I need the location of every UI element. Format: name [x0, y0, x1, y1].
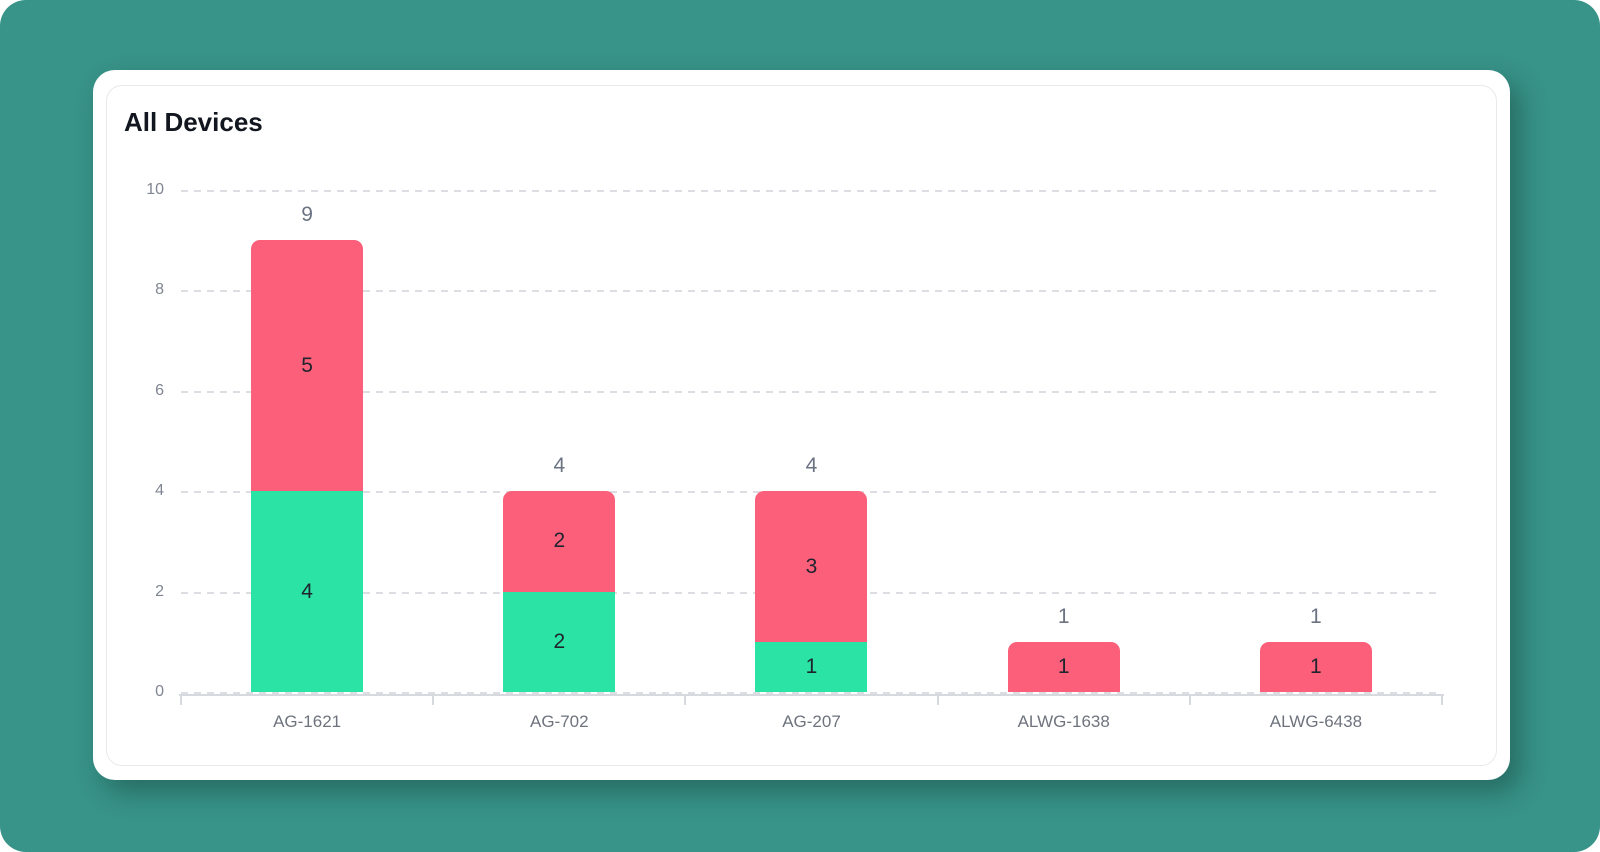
x-axis-category-label: AG-207	[782, 712, 841, 731]
gridline: 8	[155, 281, 1442, 298]
x-axis-tick	[180, 695, 182, 705]
y-axis-tick-label: 8	[155, 281, 164, 299]
bar-segment-pink[interactable]: 2	[503, 491, 616, 592]
bar-segment-pink[interactable]: 3	[755, 491, 868, 642]
x-axis-category-label: AG-702	[530, 712, 589, 731]
chart-area: 0 2 4 6 8 10 9 5 4 4 2 2 4 3 1 1 1 1 1	[146, 181, 1444, 705]
x-axis-tick	[936, 695, 939, 705]
x-axis-category-label: AG-1621	[273, 712, 342, 731]
bar-segment-pink[interactable]: 5	[251, 240, 364, 492]
chart-panel: All Devices 0 2 4 6 8 10 9 5 4 4 2 2 4 3 1 1 1 1 1 AG-1621…	[106, 85, 1497, 766]
x-axis-tick	[432, 695, 435, 705]
gridline: 0	[155, 683, 1442, 700]
bar-segment-green[interactable]: 4	[251, 491, 364, 692]
chart-title: All Devices	[124, 107, 263, 137]
bar-segment-pink[interactable]: 1	[1007, 641, 1120, 692]
x-axis-tick	[684, 695, 687, 705]
bar-total-label: 1	[1057, 604, 1070, 628]
x-axis-category-label: ALWG-6438	[1269, 712, 1363, 731]
x-axis-line	[179, 694, 1444, 696]
y-axis-tick-label: 4	[155, 482, 164, 500]
bar-total-label: 4	[805, 454, 818, 478]
gridline: 6	[155, 382, 1442, 399]
plot-area: 0 2 4 6 8 10 9 5 4 4 2 2 4 3 1 1 1 1 1	[146, 181, 1444, 705]
bar-segment-green[interactable]: 1	[755, 641, 868, 692]
x-axis-labels: AG-1621 AG-702 AG-207 ALWG-1638 ALWG-6438	[181, 712, 1442, 732]
y-axis-tick-label: 0	[155, 683, 164, 700]
x-axis-tick	[1188, 695, 1191, 705]
chart-card: All Devices 0 2 4 6 8 10 9 5 4 4 2 2 4 3 1 1 1 1 1 AG-1621…	[93, 70, 1510, 780]
bar-segment-green[interactable]: 2	[503, 591, 616, 692]
bar-segment-pink[interactable]: 1	[1259, 641, 1372, 692]
gridline: 10	[146, 181, 1442, 198]
bar-total-label: 9	[301, 203, 313, 227]
y-axis-tick-label: 10	[146, 181, 164, 198]
x-axis-category-label: ALWG-1638	[1017, 712, 1110, 731]
x-axis-tick	[1441, 695, 1443, 705]
y-axis-tick-label: 2	[155, 582, 164, 600]
bar-total-label: 4	[553, 454, 566, 478]
bar-total-label: 1	[1310, 604, 1322, 628]
y-axis-tick-label: 6	[155, 381, 164, 399]
